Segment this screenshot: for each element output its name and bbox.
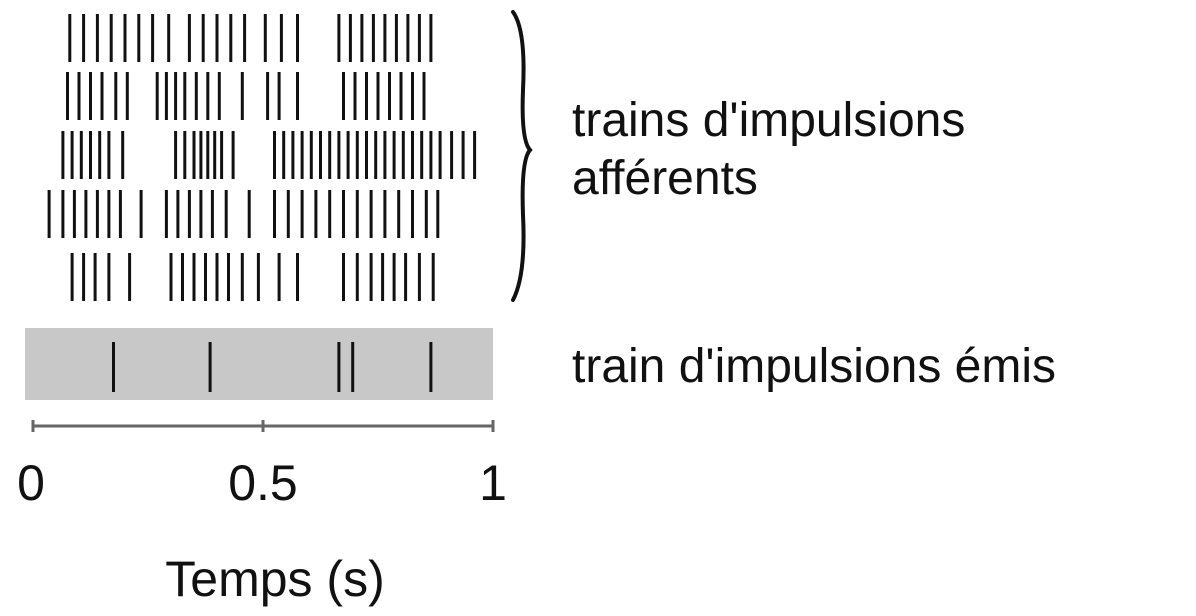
- afferent-train-5: [70, 253, 435, 301]
- afferent-label: trains d'impulsions afférents: [572, 94, 979, 205]
- afferent-train-3: [61, 131, 477, 179]
- x-tick-label: 1: [479, 455, 507, 511]
- emitted-raster: [112, 342, 433, 392]
- afferent-label-line-2: afférents: [572, 152, 758, 205]
- x-axis-label: Temps (s): [165, 551, 384, 607]
- afferent-train-4: [47, 190, 440, 238]
- x-tick-label: 0: [17, 455, 45, 511]
- x-axis: 0 0.5 1: [17, 420, 507, 511]
- afferent-label-line-1: trains d'impulsions: [572, 94, 965, 147]
- x-tick-label: 0.5: [228, 455, 298, 511]
- afferent-train-2: [66, 72, 426, 120]
- afferent-train-1: [68, 14, 433, 62]
- emitted-label: train d'impulsions émis: [572, 340, 1056, 393]
- afferent-brace: [511, 10, 533, 302]
- afferent-raster: [47, 14, 477, 301]
- emitted-train-band: [25, 328, 493, 400]
